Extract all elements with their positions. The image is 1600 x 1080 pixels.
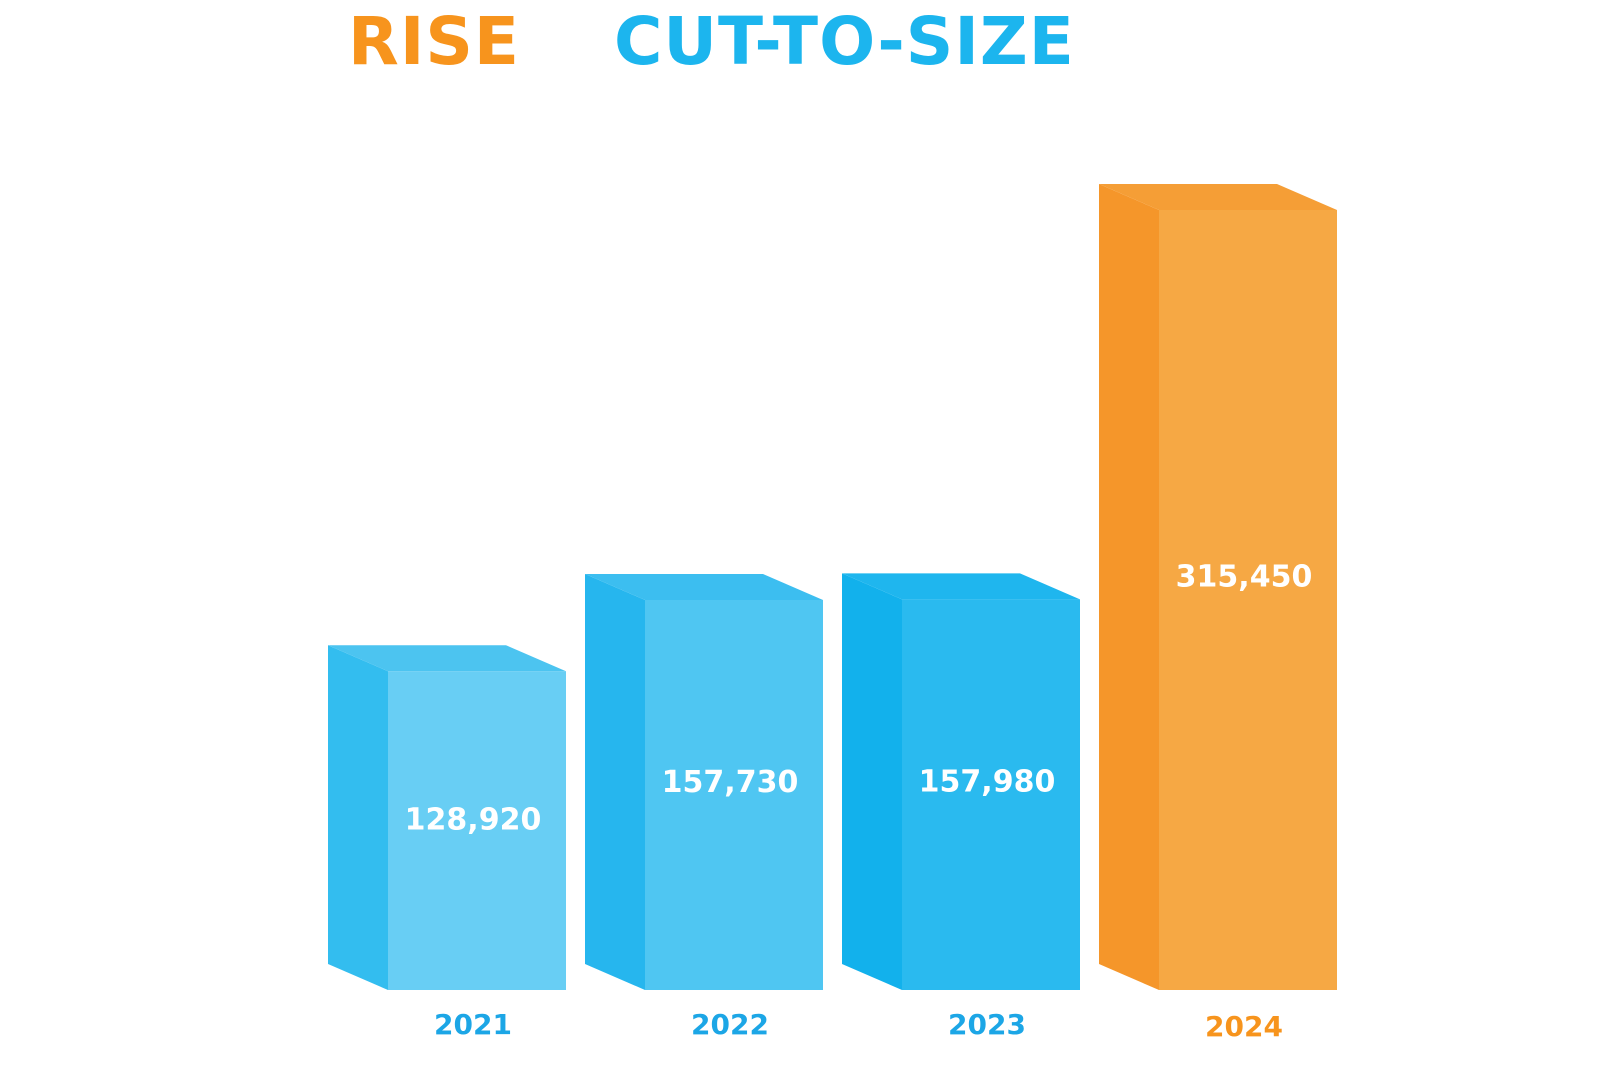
x-tick-label: 2023 (948, 1008, 1026, 1041)
bar-front-face (902, 599, 1080, 990)
bar-front-face (645, 599, 823, 990)
bar-top-face (328, 645, 566, 672)
x-tick-label: 2022 (691, 1008, 769, 1041)
bar-2024: 315,450 (1099, 184, 1337, 990)
bar-side-face (585, 573, 645, 990)
bar-front-face (388, 671, 566, 990)
bar-front-face (1159, 210, 1337, 990)
bar-value-label: 315,450 (1176, 560, 1313, 595)
bar-side-face (1099, 184, 1159, 990)
bar-value-label: 157,980 (919, 764, 1056, 799)
chart-title-rise: RISE (348, 3, 520, 80)
bar-top-face (585, 573, 823, 600)
bar-2023: 157,980 (842, 573, 1080, 990)
bar-value-label: 128,920 (405, 803, 542, 838)
bar-2022: 157,730 (585, 573, 823, 990)
bar-top-face (842, 573, 1080, 600)
bar-side-face (328, 645, 388, 990)
bar-top-face (1099, 184, 1337, 210)
x-tick-label: 2021 (434, 1008, 512, 1041)
bar-side-face (842, 573, 902, 990)
x-tick-label: 2024 (1205, 1010, 1283, 1043)
chart-title-cut-to-size: CUT-TO-SIZE (614, 3, 1075, 80)
bar-2021: 128,920 (328, 645, 566, 990)
bar-value-label: 157,730 (662, 765, 799, 800)
